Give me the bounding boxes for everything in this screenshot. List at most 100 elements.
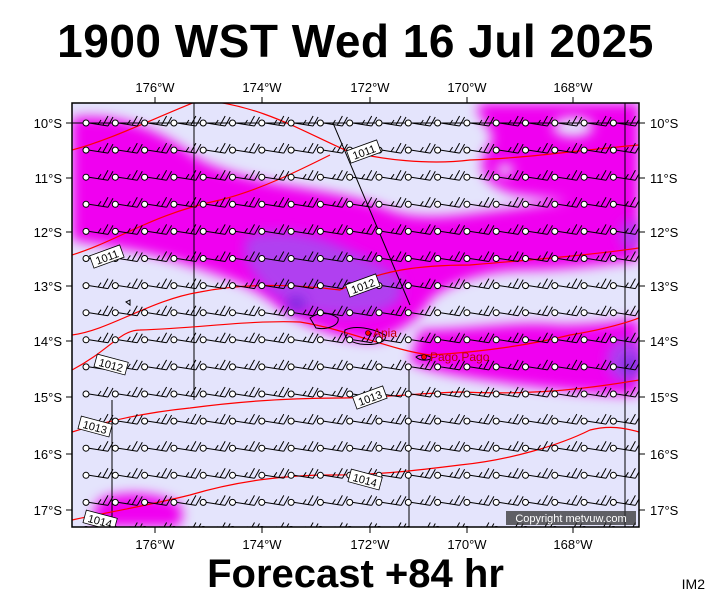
wind-barb	[141, 359, 173, 371]
wind-barb	[346, 169, 378, 181]
wind-barb	[82, 224, 114, 235]
wind-barb	[492, 197, 524, 208]
wind-barb	[609, 495, 639, 506]
wind-barb	[404, 386, 436, 398]
wind-barb	[287, 224, 319, 235]
wind-barb	[640, 252, 670, 262]
wind-barb	[316, 224, 348, 235]
wind-barb	[111, 169, 143, 181]
wind-barb	[463, 142, 495, 154]
wind-barb	[640, 414, 670, 424]
wind-barb	[229, 468, 260, 479]
wind-barb	[111, 278, 143, 290]
wind-barb	[170, 278, 202, 290]
wind-barb	[82, 197, 114, 208]
wind-barb	[82, 386, 114, 398]
lat-label-left: 13°S	[34, 279, 63, 294]
lat-label-left: 17°S	[34, 503, 63, 518]
wind-barb	[404, 142, 436, 154]
wind-barb	[609, 305, 639, 317]
wind-barb	[111, 197, 143, 208]
place-markers: Apia Pago Pago	[365, 326, 490, 364]
wind-barb	[609, 386, 639, 398]
wind-barb	[199, 413, 231, 425]
wind-barb	[640, 306, 670, 316]
wind-barb	[404, 305, 436, 317]
wind-barb	[609, 169, 639, 181]
wind-barb	[258, 142, 290, 154]
lat-label-left: 14°S	[34, 334, 63, 349]
lon-label-top: 172°W	[350, 80, 390, 95]
islet-west	[125, 299, 131, 306]
wind-barb	[375, 359, 407, 371]
lon-label-top: 168°W	[553, 80, 593, 95]
wind-barb	[111, 332, 143, 344]
lat-label-right: 12°S	[650, 225, 679, 240]
wind-barb	[170, 413, 202, 425]
wind-barb	[551, 495, 583, 506]
wind-barb	[170, 440, 202, 452]
wind-barb	[463, 224, 495, 235]
wind-barb	[375, 413, 407, 425]
wind-barb	[580, 142, 612, 154]
image-id-badge: IM2	[681, 576, 705, 592]
wind-barb	[551, 332, 583, 344]
wind-barb	[434, 440, 466, 452]
lat-label-right: 15°S	[650, 390, 679, 405]
lat-label-left: 15°S	[34, 390, 63, 405]
wind-barb	[82, 332, 114, 344]
wind-barb	[463, 169, 495, 181]
wind-barb	[580, 115, 612, 127]
wind-barb	[492, 169, 524, 181]
wind-barb	[551, 413, 583, 425]
wind-barb	[434, 115, 466, 127]
wind-barb	[522, 197, 553, 208]
wind-barb	[229, 495, 260, 506]
wind-barb	[316, 359, 348, 371]
isobars	[72, 103, 639, 521]
lon-label-bottom: 176°W	[135, 537, 175, 552]
lat-label-right: 17°S	[650, 503, 679, 518]
wind-barb	[404, 413, 436, 425]
wind-barb	[316, 251, 348, 262]
wind-barb	[463, 468, 495, 479]
wind-barb	[258, 305, 290, 317]
wind-barb	[580, 197, 612, 208]
rain-heavy-cell-east	[622, 355, 638, 375]
wind-barb	[111, 413, 143, 425]
wind-barb	[199, 440, 231, 452]
wind-barb	[404, 495, 436, 506]
wind-barb	[492, 115, 524, 127]
wind-barb	[609, 413, 639, 425]
wind-barb	[609, 359, 639, 371]
rainfall-layer: Apia Pago Pago 1011101110121012101310131…	[72, 103, 670, 527]
wind-barb	[82, 278, 114, 290]
wind-barb	[463, 413, 495, 425]
wind-barb	[258, 251, 290, 262]
place-label-pago-pago: Pago Pago	[430, 350, 490, 364]
wind-barb	[522, 224, 553, 235]
wind-barb	[375, 115, 407, 127]
wind-barb	[492, 468, 524, 479]
wind-barb	[492, 413, 524, 425]
wind-barb	[141, 495, 173, 506]
wind-barb	[492, 332, 524, 344]
wind-barb	[258, 278, 290, 290]
wind-barb	[316, 197, 348, 208]
wind-barb	[229, 142, 260, 154]
wind-barb	[463, 278, 495, 290]
wind-barb	[170, 115, 202, 127]
wind-barb	[434, 224, 466, 235]
wind-barb	[111, 386, 143, 398]
lat-label-right: 13°S	[650, 279, 679, 294]
wind-barb	[199, 278, 231, 290]
wind-barb	[492, 142, 524, 154]
wind-barb	[229, 332, 260, 344]
wind-barb	[346, 495, 378, 506]
wind-barb	[82, 495, 114, 506]
map-frame	[71, 102, 640, 528]
wind-barb	[287, 386, 319, 398]
wind-barb	[199, 386, 231, 398]
wind-barb	[258, 115, 290, 127]
wind-barb	[609, 251, 639, 262]
